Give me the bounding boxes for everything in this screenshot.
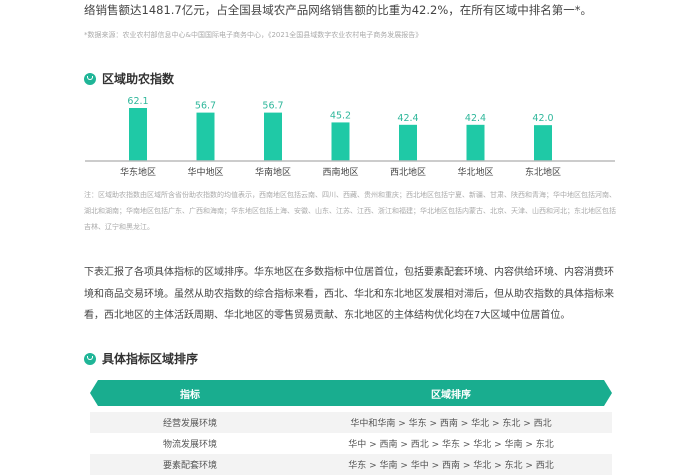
table-header: 指标 区域排序 [90, 380, 612, 406]
chart-note: 注：区域助农指数由区域所含省份助农指数的均值表示，西南地区包括云南、四川、西藏、… [84, 191, 616, 231]
table-row: 要素配套环境 华东 > 华南 > 华中 > 西南 > 华北 > 东北 > 西北 [90, 454, 612, 475]
bar-4 [399, 124, 417, 161]
header-indicator: 指标 [180, 389, 200, 401]
cell-indicator: 要素配套环境 [162, 461, 217, 471]
bar-3 [331, 122, 350, 161]
section-title: 区域助农指数 [102, 72, 175, 86]
cell-ranking: 华中和华南 > 华东 > 西南 > 华北 > 东北 > 西北 [350, 419, 552, 429]
category-label: 西南地区 [322, 166, 358, 178]
bar-5 [466, 124, 485, 161]
source-note: *数据来源：农业农村部信息中心&中国国际电子商务中心，《2021全国县域数字农业… [84, 31, 423, 39]
category-label: 西北地区 [390, 166, 426, 178]
section-heading-ranking: 具体指标区域排序 [84, 350, 198, 367]
category-label: 华南地区 [255, 166, 291, 178]
category-label: 华东地区 [120, 166, 156, 178]
data-label: 45.2 [330, 110, 351, 121]
data-label: 62.1 [127, 96, 148, 107]
body-paragraph: 下表汇报了各项具体指标的区域排序。华东地区在多数指标中位居首位，包括要素配套环境… [84, 267, 614, 321]
category-label: 华北地区 [457, 166, 493, 178]
bar-0 [129, 108, 147, 161]
bar-2 [264, 112, 282, 161]
bar-chart: 62.1 华东地区 56.7 华中地区 56.7 华南地区 45.2 西南地区 42.4 西北地区… [85, 96, 615, 178]
data-label: 42.4 [397, 113, 418, 124]
section-heading-index: 区域助农指数 [84, 70, 174, 87]
cell-indicator: 经营发展环境 [162, 419, 217, 429]
cell-ranking: 华中 > 西南 > 西北 > 华东 > 华北 > 华南 > 东北 [348, 440, 554, 450]
section-title: 具体指标区域排序 [102, 352, 199, 366]
data-label: 56.7 [195, 101, 216, 112]
category-label: 东北地区 [525, 166, 561, 178]
cell-indicator: 物流发展环境 [162, 440, 217, 450]
bar-6 [534, 125, 552, 161]
bar-1 [196, 112, 215, 161]
intro-text: 络销售额达1481.7亿元，占全国县域农产品网络销售额的比重为42.2%，在所有… [84, 3, 593, 17]
cell-ranking: 华东 > 华南 > 华中 > 西南 > 华北 > 东北 > 西北 [348, 461, 554, 471]
data-label: 42.4 [465, 113, 486, 124]
header-ranking: 区域排序 [431, 389, 471, 401]
location-pin-icon [84, 72, 96, 85]
location-pin-icon [84, 352, 96, 365]
data-label: 56.7 [262, 101, 283, 112]
table-row: 物流发展环境 华中 > 西南 > 西北 > 华东 > 华北 > 华南 > 东北 [90, 433, 612, 454]
data-label: 42.0 [532, 113, 553, 124]
category-label: 华中地区 [187, 166, 223, 178]
table-row: 经营发展环境 华中和华南 > 华东 > 西南 > 华北 > 东北 > 西北 [90, 412, 612, 433]
